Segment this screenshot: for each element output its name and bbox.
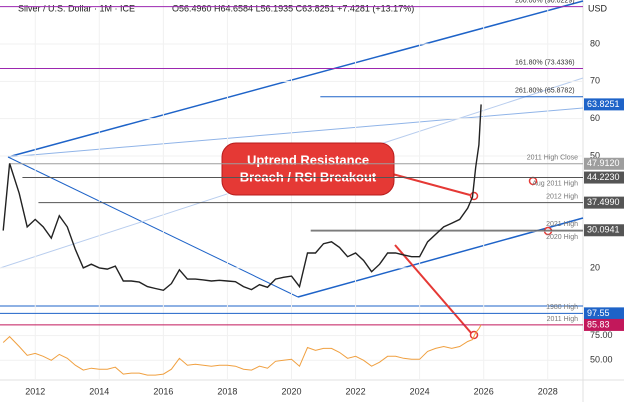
level-note: 1980 High bbox=[546, 304, 578, 311]
value-box-label: 30.0941 bbox=[587, 225, 620, 235]
x-tick-label: 2018 bbox=[217, 386, 237, 396]
x-tick-label: 2024 bbox=[410, 386, 430, 396]
value-box-label: 85.83 bbox=[587, 319, 610, 329]
x-tick-label: 2016 bbox=[153, 386, 173, 396]
x-tick-label: 2028 bbox=[538, 386, 558, 396]
x-tick-label: 2012 bbox=[25, 386, 45, 396]
level-note: 2012 High bbox=[546, 193, 578, 200]
value-box bbox=[584, 307, 624, 320]
value-box-label: 47.9120 bbox=[587, 158, 620, 168]
y-tick-label: 75.00 bbox=[590, 330, 613, 340]
currency-label: USD bbox=[588, 3, 608, 13]
price-line bbox=[2, 324, 482, 376]
y-tick-label: 20 bbox=[590, 262, 600, 272]
fib-label: 200.00% (90.0229) bbox=[515, 0, 575, 4]
fib-label: 261.80% (65.8782) bbox=[515, 88, 575, 95]
callout-arrow bbox=[384, 171, 471, 196]
channel-line bbox=[7, 156, 299, 298]
channel-line bbox=[7, 107, 584, 158]
callout-text: Breach / RSI Breakout bbox=[240, 169, 377, 184]
fib-label: 161.80% (73.4336) bbox=[515, 59, 575, 66]
value-box bbox=[584, 171, 624, 184]
y-tick-label: 50 bbox=[590, 150, 600, 160]
channel-line bbox=[7, 0, 584, 158]
y-tick-label: 80 bbox=[590, 38, 600, 48]
value-box bbox=[584, 98, 624, 111]
level-note: 2011 High bbox=[547, 316, 579, 323]
level-note: 2021 High bbox=[546, 221, 578, 228]
drawings bbox=[0, 0, 584, 380]
callout-box bbox=[221, 142, 395, 196]
value-box-label: 97.55 bbox=[587, 308, 610, 318]
value-box bbox=[584, 157, 624, 170]
callout-text: Uptrend Resistance bbox=[247, 152, 369, 167]
x-tick-label: 2020 bbox=[281, 386, 301, 396]
y-tick-label: 70 bbox=[590, 76, 600, 86]
value-box bbox=[584, 196, 624, 209]
callout-arrow bbox=[394, 244, 473, 335]
level-note: 2020 High bbox=[546, 234, 578, 241]
x-tick-label: 2026 bbox=[474, 386, 494, 396]
value-box-label: 37.4990 bbox=[587, 197, 620, 207]
price-line bbox=[2, 104, 482, 292]
x-tick-label: 2022 bbox=[346, 386, 366, 396]
symbol-title: Silver / U.S. Dollar · 1M · ICE bbox=[18, 3, 135, 13]
y-tick-label: 60 bbox=[590, 113, 600, 123]
value-box-label: 44.2230 bbox=[587, 172, 620, 182]
level-note: 2011 High Close bbox=[527, 155, 578, 162]
last-value-label: 63.8251 bbox=[587, 99, 620, 109]
value-box bbox=[584, 224, 624, 237]
x-tick-label: 2014 bbox=[89, 386, 109, 396]
ohlc-values: O56.4960 H64.6584 L56.1935 C63.8251 +7.4… bbox=[172, 3, 414, 13]
level-note: Aug 2011 High bbox=[532, 180, 578, 187]
value-box bbox=[584, 318, 624, 331]
y-tick-label: 50.00 bbox=[590, 355, 613, 365]
